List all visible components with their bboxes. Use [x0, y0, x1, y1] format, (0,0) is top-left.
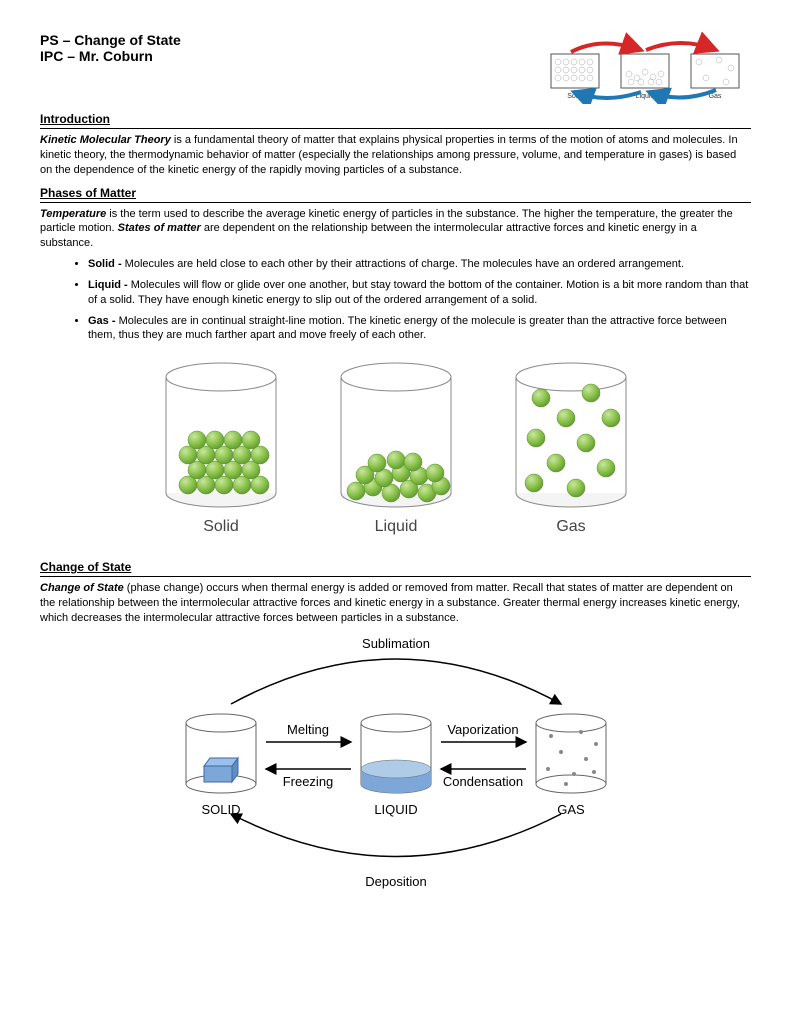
phases-heading: Phases of Matter	[40, 186, 751, 200]
state-gas-label: GAS	[557, 802, 585, 817]
deposition-label: Deposition	[365, 874, 426, 889]
change-term: Change of State	[40, 582, 124, 594]
condensation-label: Condensation	[442, 774, 522, 789]
melting-label: Melting	[287, 722, 329, 737]
phases-figure: Solid Liquid	[40, 353, 751, 546]
bullet-text-0: Molecules are held close to each other b…	[125, 258, 684, 270]
top-box-gas: Gas	[691, 54, 739, 100]
top-arrow-blue-1	[649, 90, 716, 98]
phase-label-gas: Gas	[556, 518, 585, 535]
change-heading: Change of State	[40, 560, 751, 574]
intro-paragraph: Kinetic Molecular Theory is a fundamenta…	[40, 133, 751, 178]
state-liquid-label: LIQUID	[374, 802, 417, 817]
intro-heading: Introduction	[40, 112, 751, 126]
change-figure: Sublimation Deposition SOLID LIQUID	[40, 634, 751, 897]
change-gas	[536, 714, 606, 793]
cylinder-liquid	[341, 363, 451, 507]
change-divider	[40, 576, 751, 577]
bullet-text-1: Molecules will flow or glide over one an…	[88, 279, 748, 306]
top-arrow-red-1	[571, 43, 641, 52]
vaporization-label: Vaporization	[447, 722, 518, 737]
sublimation-arrow	[231, 659, 561, 704]
phases-list: Solid - Molecules are held close to each…	[40, 257, 751, 343]
header-row: PS – Change of State IPC – Mr. Coburn So…	[40, 32, 751, 104]
top-state-diagram: Solid Liquid Gas	[541, 32, 751, 104]
header-line2: IPC – Mr. Coburn	[40, 48, 181, 64]
intro-term: Kinetic Molecular Theory	[40, 134, 171, 146]
bullet-label-2: Gas -	[88, 315, 119, 327]
top-arrow-red-2	[646, 43, 716, 50]
phases-term1: Temperature	[40, 208, 106, 220]
phase-label-liquid: Liquid	[374, 518, 417, 535]
phases-divider	[40, 202, 751, 203]
bullet-label-1: Liquid -	[88, 279, 131, 291]
change-paragraph: Change of State (phase change) occurs wh…	[40, 581, 751, 626]
phases-term2: States of matter	[118, 222, 201, 234]
header-line1: PS – Change of State	[40, 32, 181, 48]
top-arrow-blue-2	[574, 92, 641, 98]
cylinder-gas	[516, 363, 626, 507]
bullet-text-2: Molecules are in continual straight-line…	[88, 315, 727, 342]
change-solid	[186, 714, 256, 793]
list-item: Solid - Molecules are held close to each…	[88, 257, 751, 272]
bullet-label-0: Solid -	[88, 258, 125, 270]
list-item: Gas - Molecules are in continual straigh…	[88, 314, 751, 344]
change-liquid	[361, 714, 431, 793]
header-text-block: PS – Change of State IPC – Mr. Coburn	[40, 32, 181, 64]
change-text: (phase change) occurs when thermal energ…	[40, 582, 740, 624]
list-item: Liquid - Molecules will flow or glide ov…	[88, 278, 751, 308]
top-box-liquid: Liquid	[621, 54, 669, 100]
cylinder-solid	[166, 363, 276, 507]
freezing-label: Freezing	[282, 774, 333, 789]
intro-divider	[40, 128, 751, 129]
deposition-arrow	[231, 814, 561, 857]
state-solid-label: SOLID	[201, 802, 240, 817]
phase-label-solid: Solid	[203, 518, 239, 535]
phases-paragraph: Temperature is the term used to describe…	[40, 207, 751, 252]
sublimation-label: Sublimation	[362, 636, 430, 651]
